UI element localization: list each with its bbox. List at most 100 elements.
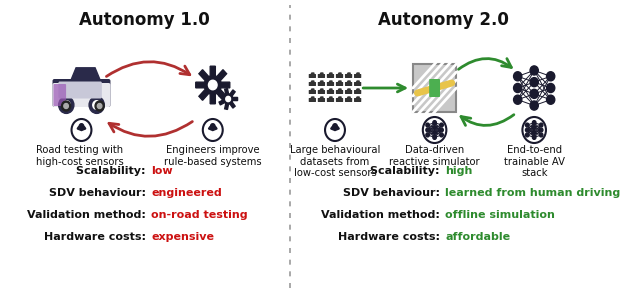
Circle shape <box>532 121 536 125</box>
Circle shape <box>64 103 68 108</box>
Circle shape <box>530 66 538 75</box>
Circle shape <box>209 80 217 90</box>
Wedge shape <box>331 126 339 131</box>
FancyBboxPatch shape <box>336 74 343 78</box>
Polygon shape <box>320 97 323 98</box>
Circle shape <box>513 72 522 81</box>
Circle shape <box>440 133 444 137</box>
Text: Large behavioural
datasets from
low-cost sensors: Large behavioural datasets from low-cost… <box>290 145 380 178</box>
Circle shape <box>530 89 538 98</box>
FancyBboxPatch shape <box>308 98 316 102</box>
Polygon shape <box>311 81 314 83</box>
FancyBboxPatch shape <box>345 90 352 94</box>
Polygon shape <box>356 89 360 91</box>
Circle shape <box>433 131 436 134</box>
Circle shape <box>532 131 536 134</box>
Polygon shape <box>356 73 360 74</box>
Circle shape <box>433 135 436 139</box>
FancyBboxPatch shape <box>429 79 440 97</box>
Circle shape <box>226 96 230 102</box>
Circle shape <box>433 121 436 125</box>
Text: expensive: expensive <box>151 232 214 242</box>
Circle shape <box>540 128 543 132</box>
FancyArrowPatch shape <box>363 84 405 92</box>
Circle shape <box>333 124 337 129</box>
Circle shape <box>62 101 70 109</box>
Text: Autonomy 1.0: Autonomy 1.0 <box>79 11 210 29</box>
Circle shape <box>513 95 522 104</box>
Text: Road testing with
high-cost sensors: Road testing with high-cost sensors <box>36 145 124 167</box>
Polygon shape <box>320 89 323 91</box>
Text: learned from human driving: learned from human driving <box>445 188 621 198</box>
Circle shape <box>547 84 555 93</box>
Polygon shape <box>311 97 314 98</box>
Polygon shape <box>338 73 341 74</box>
Text: offline simulation: offline simulation <box>445 210 556 220</box>
Polygon shape <box>338 89 341 91</box>
Text: Scalability:: Scalability: <box>76 166 149 176</box>
FancyBboxPatch shape <box>354 82 361 86</box>
FancyBboxPatch shape <box>327 90 334 94</box>
FancyBboxPatch shape <box>413 64 456 112</box>
FancyBboxPatch shape <box>354 98 361 102</box>
FancyBboxPatch shape <box>336 98 343 102</box>
Polygon shape <box>329 81 332 83</box>
Polygon shape <box>348 89 350 91</box>
FancyBboxPatch shape <box>318 82 325 86</box>
Circle shape <box>540 133 543 137</box>
Polygon shape <box>320 73 323 74</box>
Text: Autonomy 2.0: Autonomy 2.0 <box>378 11 509 29</box>
FancyBboxPatch shape <box>336 82 343 86</box>
Text: SDV behaviour:: SDV behaviour: <box>343 188 444 198</box>
Polygon shape <box>348 73 350 74</box>
FancyBboxPatch shape <box>327 98 334 102</box>
FancyBboxPatch shape <box>53 84 66 106</box>
Text: low: low <box>151 166 173 176</box>
Circle shape <box>525 123 529 127</box>
FancyArrowPatch shape <box>106 62 190 76</box>
FancyBboxPatch shape <box>308 90 316 94</box>
FancyBboxPatch shape <box>327 82 334 86</box>
Polygon shape <box>329 89 332 91</box>
Circle shape <box>426 123 429 127</box>
Text: high: high <box>445 166 473 176</box>
Circle shape <box>513 84 522 93</box>
Circle shape <box>440 128 444 132</box>
Circle shape <box>547 95 555 104</box>
Text: SDV behaviour:: SDV behaviour: <box>49 188 149 198</box>
Text: Scalability:: Scalability: <box>371 166 444 176</box>
FancyBboxPatch shape <box>52 79 111 107</box>
Circle shape <box>97 103 102 108</box>
Circle shape <box>532 126 536 130</box>
FancyBboxPatch shape <box>336 90 343 94</box>
Text: Data-driven
reactive simulator: Data-driven reactive simulator <box>389 145 480 167</box>
FancyBboxPatch shape <box>327 74 334 78</box>
FancyBboxPatch shape <box>58 81 102 98</box>
Circle shape <box>530 78 538 87</box>
FancyBboxPatch shape <box>354 74 361 78</box>
Text: Validation method:: Validation method: <box>321 210 444 220</box>
Circle shape <box>93 101 100 109</box>
Polygon shape <box>329 97 332 98</box>
FancyBboxPatch shape <box>318 90 325 94</box>
Polygon shape <box>320 81 323 83</box>
Circle shape <box>426 128 429 132</box>
FancyBboxPatch shape <box>308 82 316 86</box>
Circle shape <box>532 135 536 139</box>
Polygon shape <box>196 66 230 104</box>
Circle shape <box>426 133 429 137</box>
FancyArrowPatch shape <box>461 115 514 125</box>
Polygon shape <box>311 89 314 91</box>
Polygon shape <box>338 97 341 98</box>
Circle shape <box>525 128 529 132</box>
Polygon shape <box>348 97 350 98</box>
Polygon shape <box>329 73 332 74</box>
Circle shape <box>540 123 543 127</box>
FancyBboxPatch shape <box>354 90 361 94</box>
Text: Hardware costs:: Hardware costs: <box>338 232 444 242</box>
Polygon shape <box>70 68 100 81</box>
Polygon shape <box>348 81 350 83</box>
Wedge shape <box>209 126 217 131</box>
Circle shape <box>61 101 70 111</box>
Text: Validation method:: Validation method: <box>27 210 149 220</box>
